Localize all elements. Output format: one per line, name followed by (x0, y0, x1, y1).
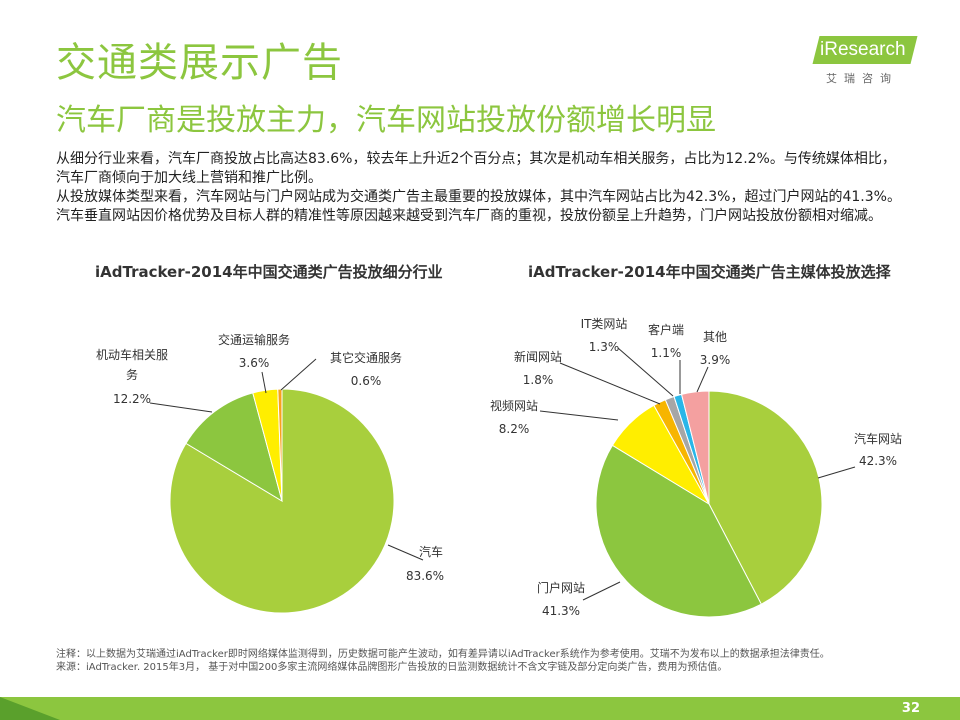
slice-value-1-0: 42.3% (859, 454, 897, 468)
page-title: 交通类展示广告 (56, 40, 343, 86)
chart-title-media: iAdTracker-2014年中国交通类广告主媒体投放选择 (528, 263, 891, 281)
leader-line-1-4 (617, 347, 674, 397)
slice-value-1-2: 8.2% (499, 422, 530, 436)
slice-value-1-1: 41.3% (542, 604, 580, 618)
page-subtitle: 汽车厂商是投放主力，汽车网站投放份额增长明显 (56, 103, 716, 138)
slice-value-1-6: 3.9% (700, 353, 731, 367)
bottom-bar-accent (0, 697, 60, 720)
leader-line-0-1 (149, 402, 213, 413)
body-text: 从细分行业来看，汽车厂商投放占比高达83.6%，较去年上升近2个百分点；其次是机… (56, 150, 906, 226)
leader-line-1-3 (559, 362, 661, 405)
slice-value-0-1: 12.2% (113, 392, 151, 406)
slice-label-1-6: 其他 (703, 330, 727, 344)
slice-label-1-4: IT类网站 (581, 317, 628, 331)
slice-value-1-3: 1.8% (523, 373, 554, 387)
slice-label-1-3: 新闻网站 (514, 349, 562, 364)
slice-value-1-4: 1.3% (589, 340, 620, 354)
bottom-bar: 32 (0, 697, 960, 720)
leader-line-0-0 (387, 544, 424, 561)
slice-label-cont-0-1: 务 (126, 367, 138, 382)
page-number: 32 (901, 701, 920, 716)
iresearch-logo: iResearch 艾瑞咨询 (806, 36, 918, 86)
pie-slice-1-0 (708, 390, 823, 605)
slice-label-0-3: 其它交通服务 (330, 350, 402, 365)
leader-line-1-2 (539, 410, 619, 421)
pie-slice-1-1 (595, 444, 762, 618)
leader-line-1-1 (582, 581, 621, 601)
leader-line-0-2 (261, 371, 267, 394)
footnote: 注释：以上数据为艾瑞通过iAdTracker即时网络媒体监测得到，历史数据可能产… (56, 648, 830, 674)
body-paragraph-1: 从细分行业来看，汽车厂商投放占比高达83.6%，较去年上升近2个百分点；其次是机… (56, 151, 896, 186)
slice-value-0-0: 83.6% (406, 569, 444, 583)
pie-slice-1-6 (680, 390, 710, 505)
pie-slice-0-1 (185, 392, 283, 503)
slice-value-1-5: 1.1% (651, 346, 682, 360)
slice-label-0-0: 汽车 (419, 544, 443, 559)
chart-title-industry: iAdTracker-2014年中国交通类广告投放细分行业 (95, 263, 443, 281)
slice-value-0-2: 3.6% (239, 356, 270, 370)
slice-label-1-2: 视频网站 (490, 398, 538, 413)
slice-label-0-2: 交通运输服务 (218, 332, 290, 347)
slice-label-0-1: 机动车相关服 (96, 347, 168, 362)
body-paragraph-2: 从投放媒体类型来看，汽车网站与门户网站成为交通类广告主最重要的投放媒体，其中汽车… (56, 189, 901, 224)
leader-line-1-6 (696, 366, 709, 393)
slice-value-0-3: 0.6% (351, 374, 382, 388)
footnote-note: 注释：以上数据为艾瑞通过iAdTracker即时网络媒体监测得到，历史数据可能产… (56, 649, 830, 660)
leader-line-1-0 (817, 466, 856, 479)
leader-line-0-3 (280, 358, 317, 391)
slice-label-1-1: 门户网站 (537, 580, 585, 595)
slice-label-1-0: 汽车网站 (854, 431, 902, 446)
slice-label-1-5: 客户端 (648, 322, 684, 337)
footnote-source: 来源：iAdTracker. 2015年3月， 基于对中国200多家主流网络媒体… (56, 662, 728, 673)
logo-cn: 艾瑞咨询 (826, 72, 898, 85)
